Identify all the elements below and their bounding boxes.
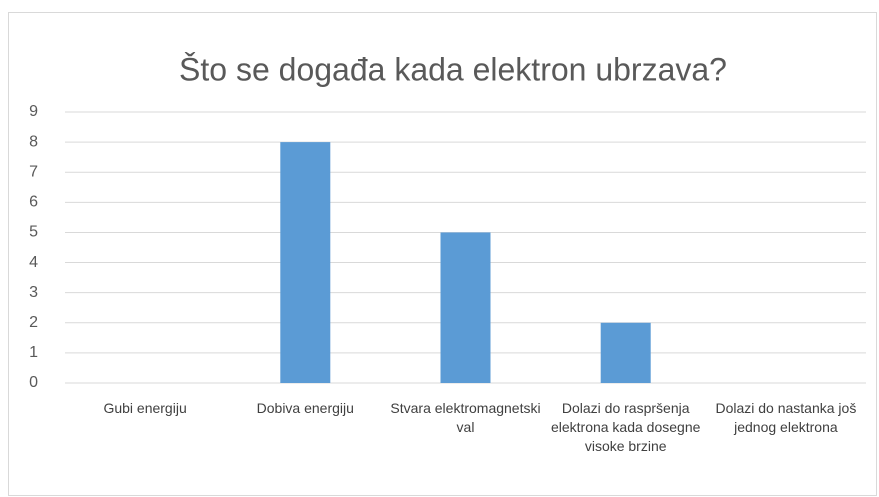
y-tick-label: 9: [29, 103, 38, 120]
x-tick-label: Dolazi do nastanka još jednog elektrona: [715, 400, 857, 435]
x-tick-label: Stvara elektromagnetski val: [390, 400, 541, 435]
y-tick-label: 4: [29, 254, 38, 271]
bar: [440, 232, 491, 383]
y-tick-label: 2: [29, 314, 38, 331]
y-tick-label: 3: [29, 284, 38, 301]
bar: [280, 142, 331, 383]
x-tick-label: Dolazi do raspršenja elektrona kada dose…: [550, 400, 701, 454]
y-tick-label: 1: [29, 344, 38, 361]
y-tick-label: 8: [29, 133, 38, 150]
bar: [600, 322, 651, 383]
y-tick-label: 6: [29, 194, 38, 211]
chart-title: Što se događa kada elektron ubrzava?: [179, 51, 727, 87]
y-tick-label: 7: [29, 163, 38, 180]
x-tick-label: Dobiva energiju: [256, 400, 354, 416]
x-tick-label: Gubi energiju: [103, 400, 187, 416]
y-tick-label: 0: [29, 374, 38, 391]
y-tick-label: 5: [29, 224, 38, 241]
